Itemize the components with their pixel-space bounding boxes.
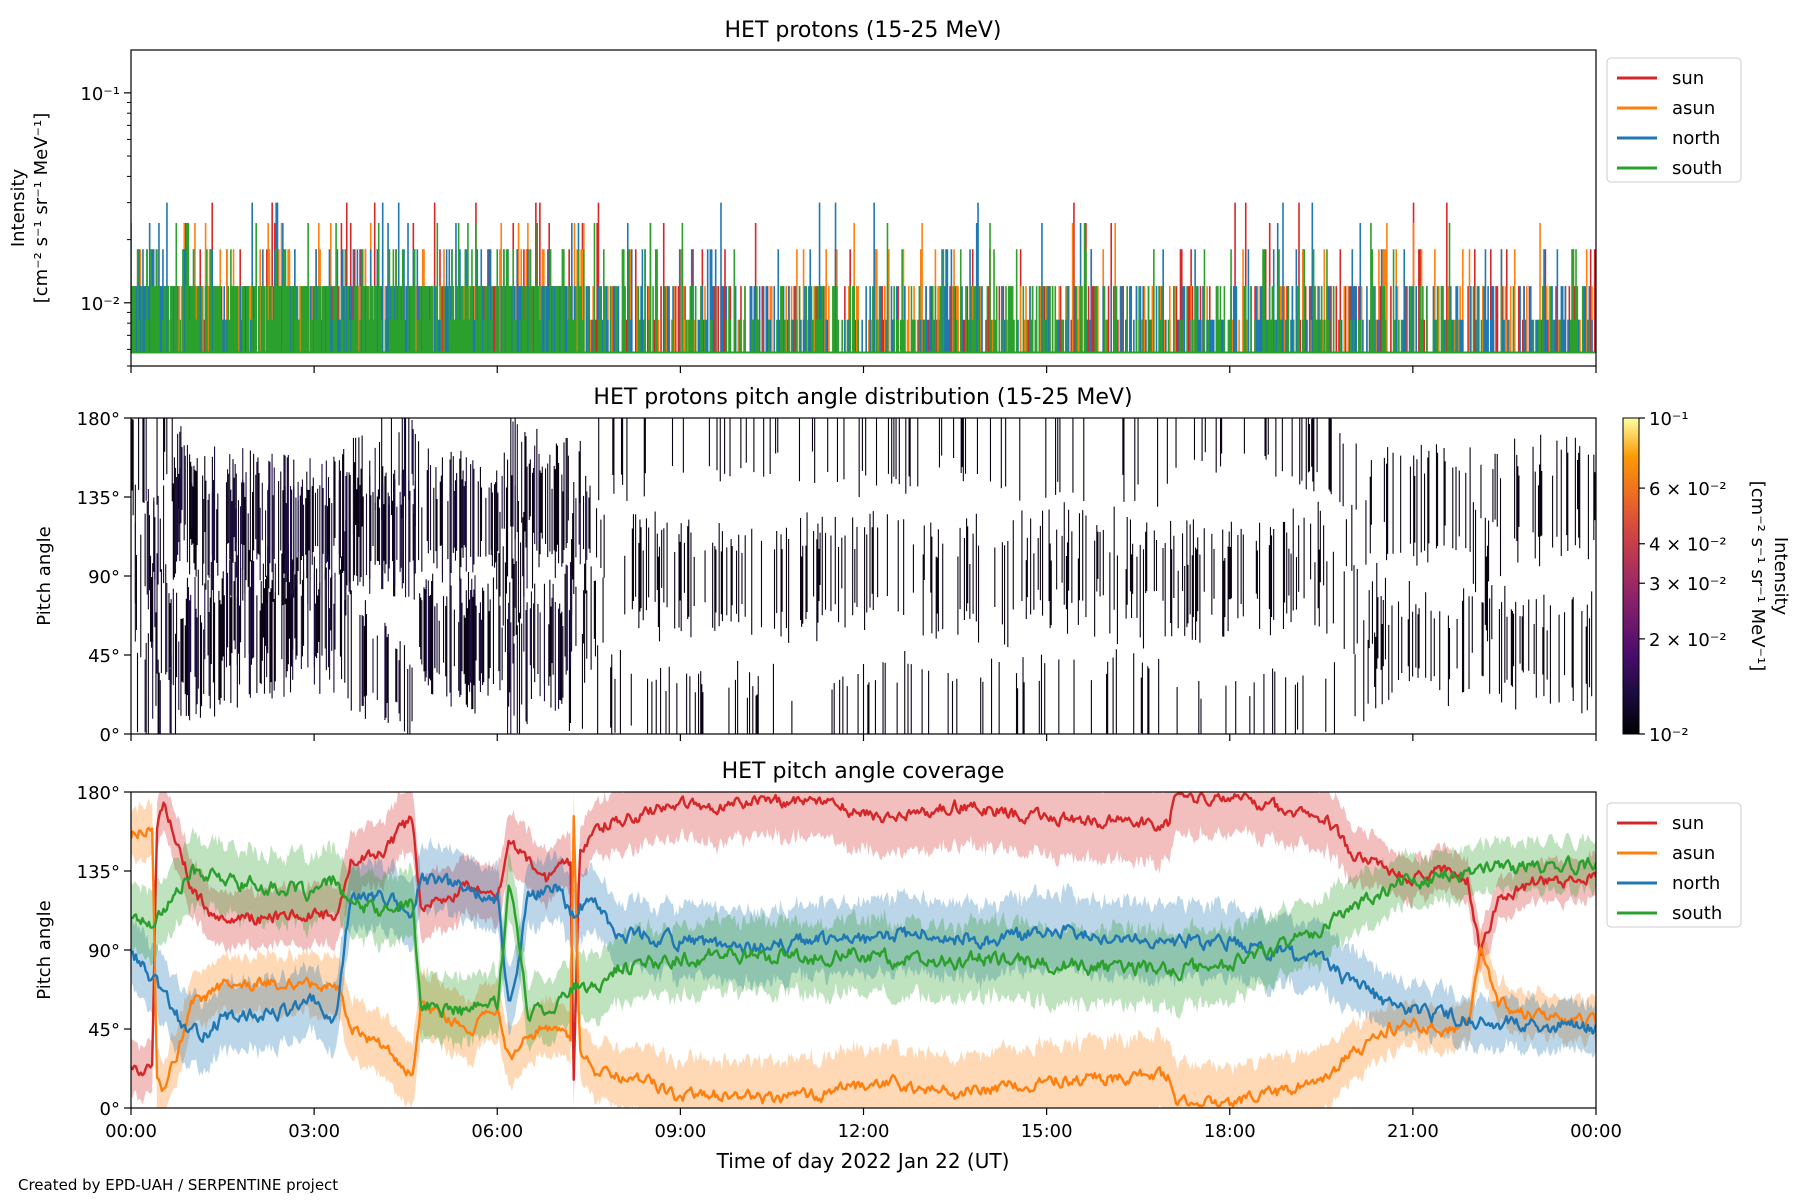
pad-strokes-dense — [131, 418, 588, 734]
credit-text: Created by EPD-UAH / SERPENTINE project — [18, 1176, 339, 1194]
colorbar-label-line1: Intensity — [1770, 537, 1791, 616]
coverage-band-asun — [131, 792, 1596, 1108]
legend-label-asun: asun — [1672, 98, 1715, 119]
colorbar-tick-label: 6 × 10⁻² — [1649, 479, 1727, 500]
panel1-ylabel-line2: [cm⁻² s⁻¹ sr⁻¹ MeV⁻¹] — [31, 113, 52, 304]
y-tick-label: 90° — [88, 941, 120, 962]
panel-pitch-angle-coverage: HET pitch angle coverage 0° 45° 90° 135° 180… — [34, 759, 1742, 1173]
y-tick-label: 0° — [100, 1099, 120, 1120]
panel1-legend: sun asun north south — [1606, 57, 1742, 183]
colorbar-tick-label: 2 × 10⁻² — [1649, 630, 1727, 651]
legend-label-north: north — [1672, 128, 1720, 149]
y-tick-label: 135° — [77, 488, 120, 509]
legend-label-south: south — [1672, 158, 1722, 179]
legend-label-sun: sun — [1672, 813, 1704, 834]
y-tick-label: 0° — [100, 725, 120, 746]
coverage-line-south — [131, 855, 1596, 1022]
panel3-title: HET pitch angle coverage — [722, 759, 1005, 784]
x-tick-label: 21:00 — [1387, 1121, 1439, 1142]
colorbar-tick-label: 10⁻² — [1649, 725, 1689, 746]
y-tick-label: 45° — [88, 1020, 120, 1041]
y-tick-label: 90° — [88, 567, 120, 588]
panel3-legend: sun asun north south — [1606, 802, 1742, 928]
y-tick-label: 10⁻² — [80, 294, 120, 315]
colorbar-tick-label: 10⁻¹ — [1649, 409, 1689, 430]
legend-label-sun: sun — [1672, 68, 1704, 89]
x-tick-label: 09:00 — [654, 1121, 706, 1142]
y-tick-label: 180° — [77, 409, 120, 430]
panel-intensity: HET protons (15-25 MeV) 10⁻¹ 10⁻² Intensi… — [8, 18, 1742, 373]
y-tick-label: 45° — [88, 646, 120, 667]
panel2-ylabel: Pitch angle — [34, 526, 55, 625]
x-tick-label: 18:00 — [1204, 1121, 1256, 1142]
panel1-ylabel-line1: Intensity — [8, 168, 29, 247]
x-tick-label: 12:00 — [838, 1121, 890, 1142]
colorbar — [1622, 417, 1640, 735]
panel-pitch-angle-distribution: HET protons pitch angle distribution (15… — [34, 385, 1791, 746]
x-tick-label: 00:00 — [1570, 1121, 1622, 1142]
x-tick-label: 00:00 — [105, 1121, 157, 1142]
legend-label-asun: asun — [1672, 843, 1715, 864]
panel1-title: HET protons (15-25 MeV) — [725, 18, 1002, 43]
legend-box — [1606, 57, 1742, 183]
colorbar-tick-label: 3 × 10⁻² — [1649, 574, 1727, 595]
panel2-title: HET protons pitch angle distribution (15… — [593, 385, 1132, 410]
legend-box — [1606, 802, 1742, 928]
panel3-ylabel: Pitch angle — [34, 900, 55, 999]
legend-label-north: north — [1672, 873, 1720, 894]
coverage-line-north — [131, 872, 1596, 1044]
colorbar-tick-label: 4 × 10⁻² — [1649, 535, 1727, 556]
y-tick-label: 135° — [77, 862, 120, 883]
intensity-series-south — [131, 222, 1595, 354]
x-tick-label: 15:00 — [1021, 1121, 1073, 1142]
legend-label-south: south — [1672, 903, 1722, 924]
x-tick-label: 06:00 — [471, 1121, 523, 1142]
y-tick-label: 10⁻¹ — [80, 84, 120, 105]
x-tick-label: 03:00 — [288, 1121, 340, 1142]
coverage-line-sun — [131, 792, 1596, 1081]
y-tick-label: 180° — [77, 783, 120, 804]
x-axis-label: Time of day 2022 Jan 22 (UT) — [716, 1149, 1010, 1173]
pad-strokes — [131, 418, 1596, 734]
coverage-line-asun — [131, 815, 1596, 1108]
colorbar-label-line2: [cm⁻² s⁻¹ sr⁻¹ MeV⁻¹] — [1747, 481, 1768, 672]
